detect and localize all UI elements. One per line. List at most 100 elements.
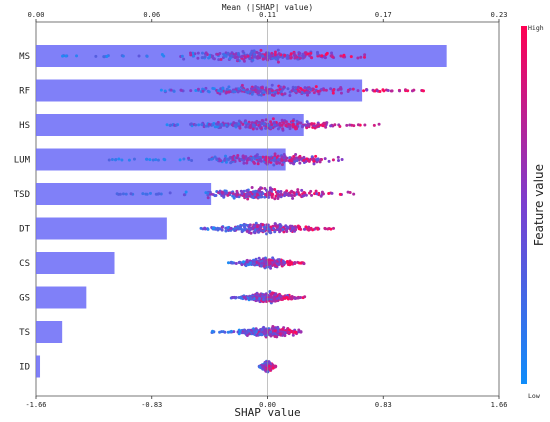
shap-point [298,56,302,60]
shap-point [290,157,294,161]
shap-point [168,191,172,195]
shap-point [386,88,390,92]
shap-point [253,224,257,228]
shap-point [252,328,256,332]
shap-point [261,54,265,58]
shap-point [297,296,301,300]
shap-point [268,261,272,265]
shap-point [224,226,228,230]
shap-point [75,54,79,58]
shap-point [241,50,245,54]
shap-point [345,123,349,127]
shap-point [320,54,324,58]
shap-point [269,54,273,58]
shap-point [272,121,276,125]
shap-point [231,155,235,159]
shap-point [236,52,240,56]
shap-point [223,330,227,334]
shap-point [222,52,226,56]
shap-point [267,193,271,197]
shap-point [285,295,289,299]
shap-point [189,122,193,126]
shap-point [208,55,212,59]
shap-point [278,223,282,227]
shap-point [218,52,222,56]
shap-point [124,192,128,196]
shap-point [267,56,271,60]
shap-point [240,83,244,87]
shap-point [298,156,302,160]
shap-point [381,88,385,92]
shap-point [285,225,289,229]
shap-point [333,123,337,127]
shap-point [310,122,314,126]
shap-point [192,54,196,58]
shap-point [289,52,293,56]
shap-point [211,330,215,334]
shap-point [260,363,264,367]
shap-point [224,54,228,58]
shap-point [276,330,280,334]
shap-point [260,261,264,265]
shap-point [273,52,277,56]
shap-point [322,88,326,92]
feature-label: MS [19,52,30,62]
shap-point [242,328,246,332]
shap-point [356,56,360,60]
shap-point [249,231,253,235]
bottom-tick-label: 0.00 [259,401,276,409]
beeswarm-points [61,48,426,374]
shap-point [179,88,183,92]
shap-point [273,50,277,54]
shap-point [316,89,320,93]
shap-point [196,56,200,60]
shap-point [236,154,240,158]
shap-point [276,91,280,95]
shap-point [234,262,238,266]
shap-point [268,231,272,235]
shap-point [278,225,282,229]
shap-point [292,193,296,197]
shap-point [245,90,249,94]
shap-point [276,48,280,52]
shap-point [219,57,223,61]
shap-point [187,156,191,160]
shap-point [291,85,295,89]
shap-point [265,57,269,61]
shap-point [247,225,251,229]
shap-point [356,123,360,127]
shap-point [127,158,131,162]
shap-point [258,120,262,124]
shap-point [227,191,231,195]
shap-point [264,192,268,196]
shap-point [232,121,236,125]
shap-point [324,88,328,92]
shap-point [332,88,336,92]
shap-point [238,227,242,231]
shap-point [310,193,314,197]
feature-label: GS [19,294,30,304]
shap-point [156,158,160,162]
shap-point [236,227,240,231]
shap-point [244,227,248,231]
shap-point [315,125,319,129]
shap-point [295,159,299,163]
shap-point [288,93,292,97]
shap-point [244,125,248,129]
shap-point [203,55,207,59]
shap-point [373,89,377,93]
shap-point [359,55,363,59]
shap-point [352,192,356,196]
shap-point [224,229,228,233]
shap-point [307,159,311,163]
shap-point [270,192,274,196]
shap-point [316,122,320,126]
shap-point [235,189,239,193]
shap-point [332,226,336,230]
shap-point [273,293,277,297]
shap-point [273,188,277,192]
shap-point [254,154,258,158]
shap-point [263,329,267,333]
shap-point [267,160,271,164]
shap-point [243,55,247,59]
